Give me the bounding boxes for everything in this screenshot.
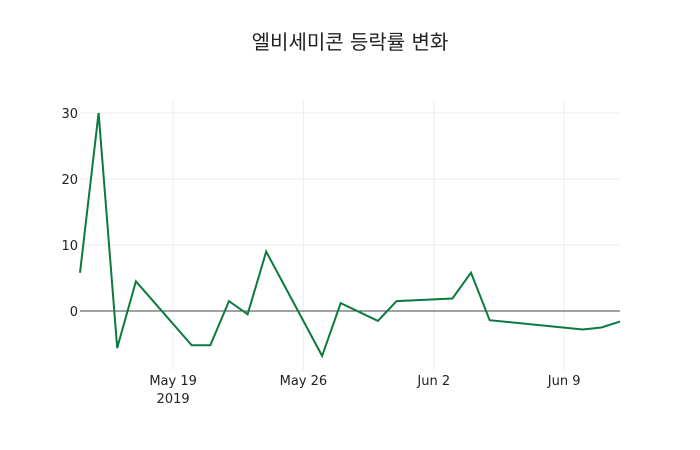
x-tick-label: May 26 [280,374,328,389]
y-tick-label: 10 [61,239,78,254]
gridlines [80,100,620,370]
y-axis-ticks: 0 10 20 30 [61,107,78,320]
chart-title: 엘비세미콘 등락률 변화 [252,30,449,54]
x-tick-label: May 19 [149,374,197,389]
y-tick-label: 0 [70,305,78,320]
y-tick-label: 20 [61,173,78,188]
x-tick-label: Jun 2 [416,374,450,389]
y-tick-label: 30 [61,107,78,122]
x-tick-year-label: 2019 [157,392,190,407]
x-tick-label: Jun 9 [547,374,581,389]
series-line [79,112,621,359]
x-axis-ticks: May 19 2019 May 26 Jun 2 Jun 9 [149,374,580,407]
